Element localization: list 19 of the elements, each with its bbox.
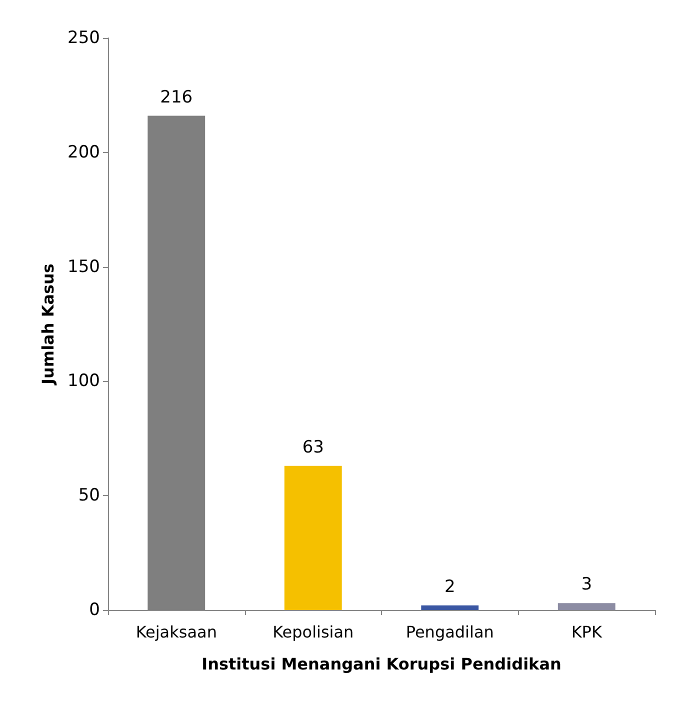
x-tick-label: Pengadilan <box>406 622 494 642</box>
x-axis-title: Institusi Menangani Korupsi Pendidikan <box>202 654 562 674</box>
x-tick-label: Kejaksaan <box>136 622 217 642</box>
y-tick-label: 250 <box>68 28 100 48</box>
bar <box>284 466 342 610</box>
y-tick-label: 0 <box>89 600 100 620</box>
data-label: 3 <box>581 574 592 595</box>
x-tick-label: KPK <box>571 622 602 642</box>
data-label: 63 <box>302 437 324 458</box>
y-tick-label: 50 <box>78 486 100 506</box>
y-tick-label: 100 <box>68 371 100 392</box>
data-label: 216 <box>160 87 193 108</box>
x-tick-label: Kepolisian <box>272 622 354 642</box>
data-label: 2 <box>444 576 456 597</box>
bar <box>558 603 616 610</box>
y-tick-label: 150 <box>68 256 100 277</box>
y-axis-title: Jumlah Kasus <box>38 264 58 386</box>
y-tick-label: 200 <box>68 142 100 162</box>
bar <box>421 605 479 610</box>
